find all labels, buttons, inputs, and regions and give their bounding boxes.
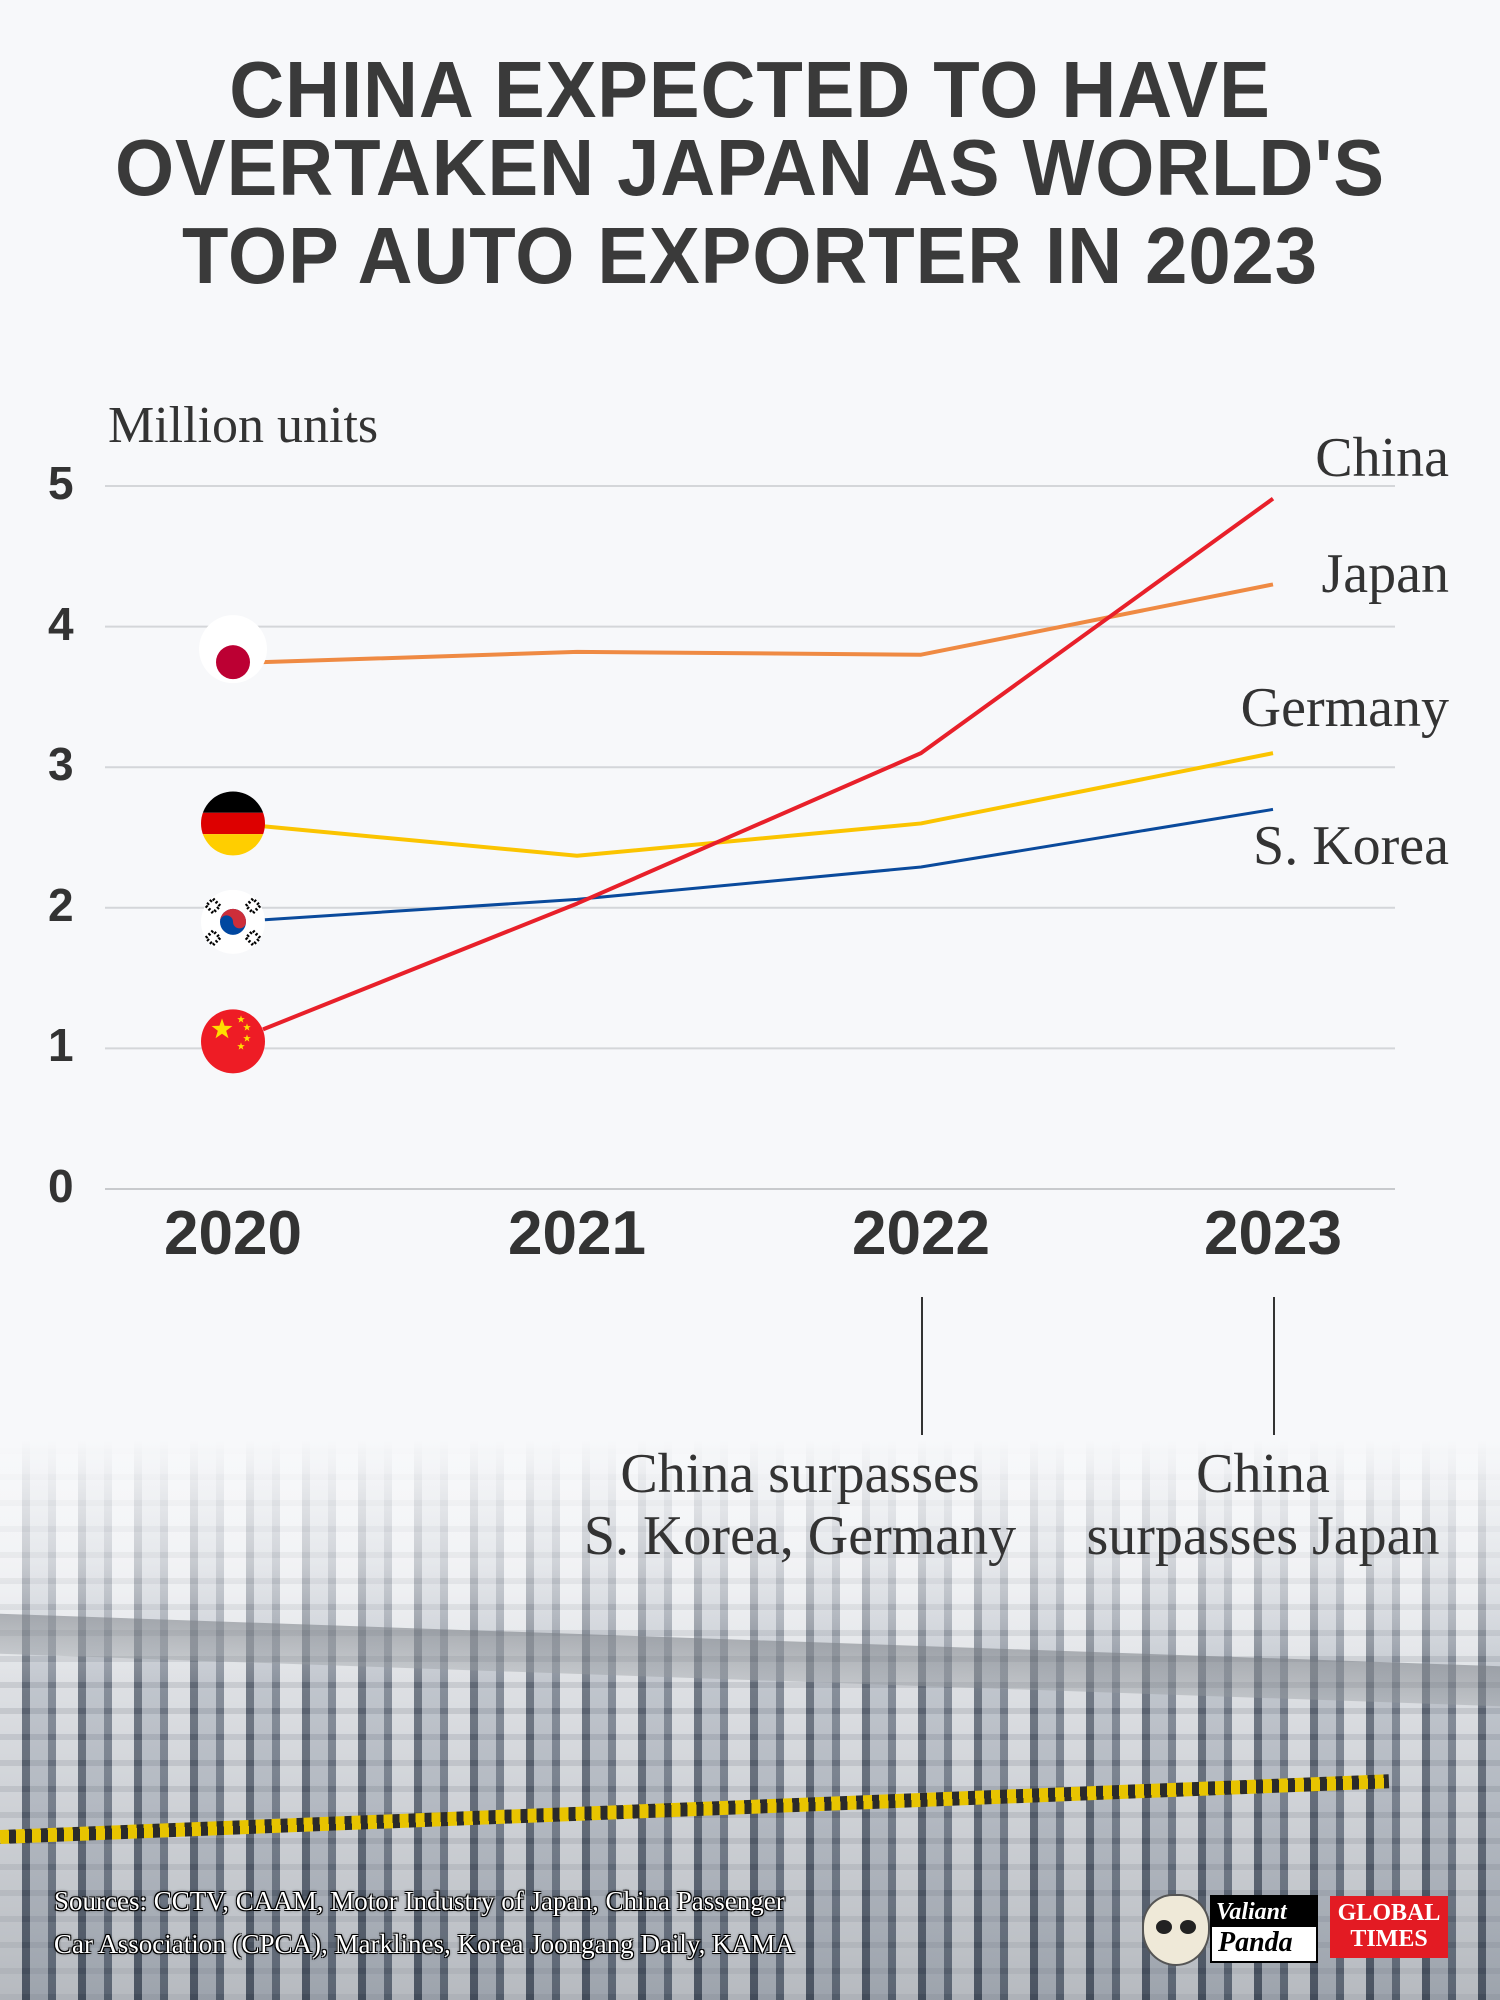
x-tick-label: 2023: [1204, 1199, 1342, 1268]
annotation-2023-line-2: surpasses Japan: [1086, 1505, 1440, 1567]
y-tick-label: 3: [48, 738, 74, 791]
valiant-panda-logo: Valiant Panda: [1210, 1895, 1318, 1963]
china-flag-icon: [201, 1009, 265, 1074]
annotation-line-2023: [1273, 1297, 1275, 1435]
annotation-2022: China surpasses S. Korea, Germany: [584, 1443, 1016, 1567]
series-line-japan: [262, 582, 1274, 665]
south-korea-flag-icon: [201, 889, 265, 954]
y-tick-label: 5: [48, 457, 74, 509]
line-chart: [105, 485, 1395, 1190]
valiant-panda-logo-line-1: Valiant: [1212, 1897, 1316, 1927]
y-tick-label: 0: [48, 1160, 74, 1212]
series-line-germany: [262, 751, 1274, 858]
title-line-1: CHINA EXPECTED TO HAVE: [229, 45, 1271, 134]
valiant-panda-logo-line-2: Panda: [1218, 1927, 1293, 1958]
x-tick-label: 2021: [508, 1199, 646, 1268]
annotation-2023: China surpasses Japan: [1086, 1443, 1439, 1567]
series-label-japan: Japan: [1321, 543, 1449, 605]
series-label-s-korea: S. Korea: [1253, 815, 1449, 877]
global-times-logo-line-2: TIMES: [1350, 1926, 1428, 1952]
series-label-china: China: [1315, 427, 1449, 489]
annotation-2022-line-1: China surpasses: [620, 1443, 980, 1505]
series-line-china: [262, 497, 1275, 1032]
global-times-logo-line-1: GLOBAL: [1337, 1900, 1441, 1926]
global-times-logo: GLOBAL TIMES: [1330, 1896, 1448, 1958]
y-tick-label: 1: [48, 1019, 74, 1072]
annotation-2022-line-2: S. Korea, Germany: [583, 1505, 1017, 1567]
y-tick-label: 2: [48, 878, 74, 931]
x-tick-label: 2022: [852, 1199, 990, 1268]
title-line-2: OVERTAKEN JAPAN AS WORLD'S: [114, 123, 1386, 212]
japan-flag-icon: [199, 615, 267, 684]
annotation-2023-line-1: China: [1196, 1443, 1330, 1505]
y-tick-label: 4: [48, 597, 74, 650]
sources-line-1: Sources: CCTV, CAAM, Motor Industry of J…: [54, 1886, 785, 1916]
x-tick-label: 2020: [164, 1199, 302, 1268]
y-axis-unit-label: Million units: [108, 397, 379, 454]
annotation-line-2022: [921, 1297, 923, 1435]
valiant-panda-mascot-logo: [1142, 1894, 1210, 1966]
series-label-germany: Germany: [1240, 677, 1449, 739]
series-line-s-korea: [262, 807, 1274, 922]
germany-flag-icon: [201, 791, 265, 856]
sources-line-2: Car Association (CPCA), Marklines, Korea…: [54, 1929, 795, 1959]
title-line-3: TOP AUTO EXPORTER IN 2023: [182, 211, 1318, 300]
